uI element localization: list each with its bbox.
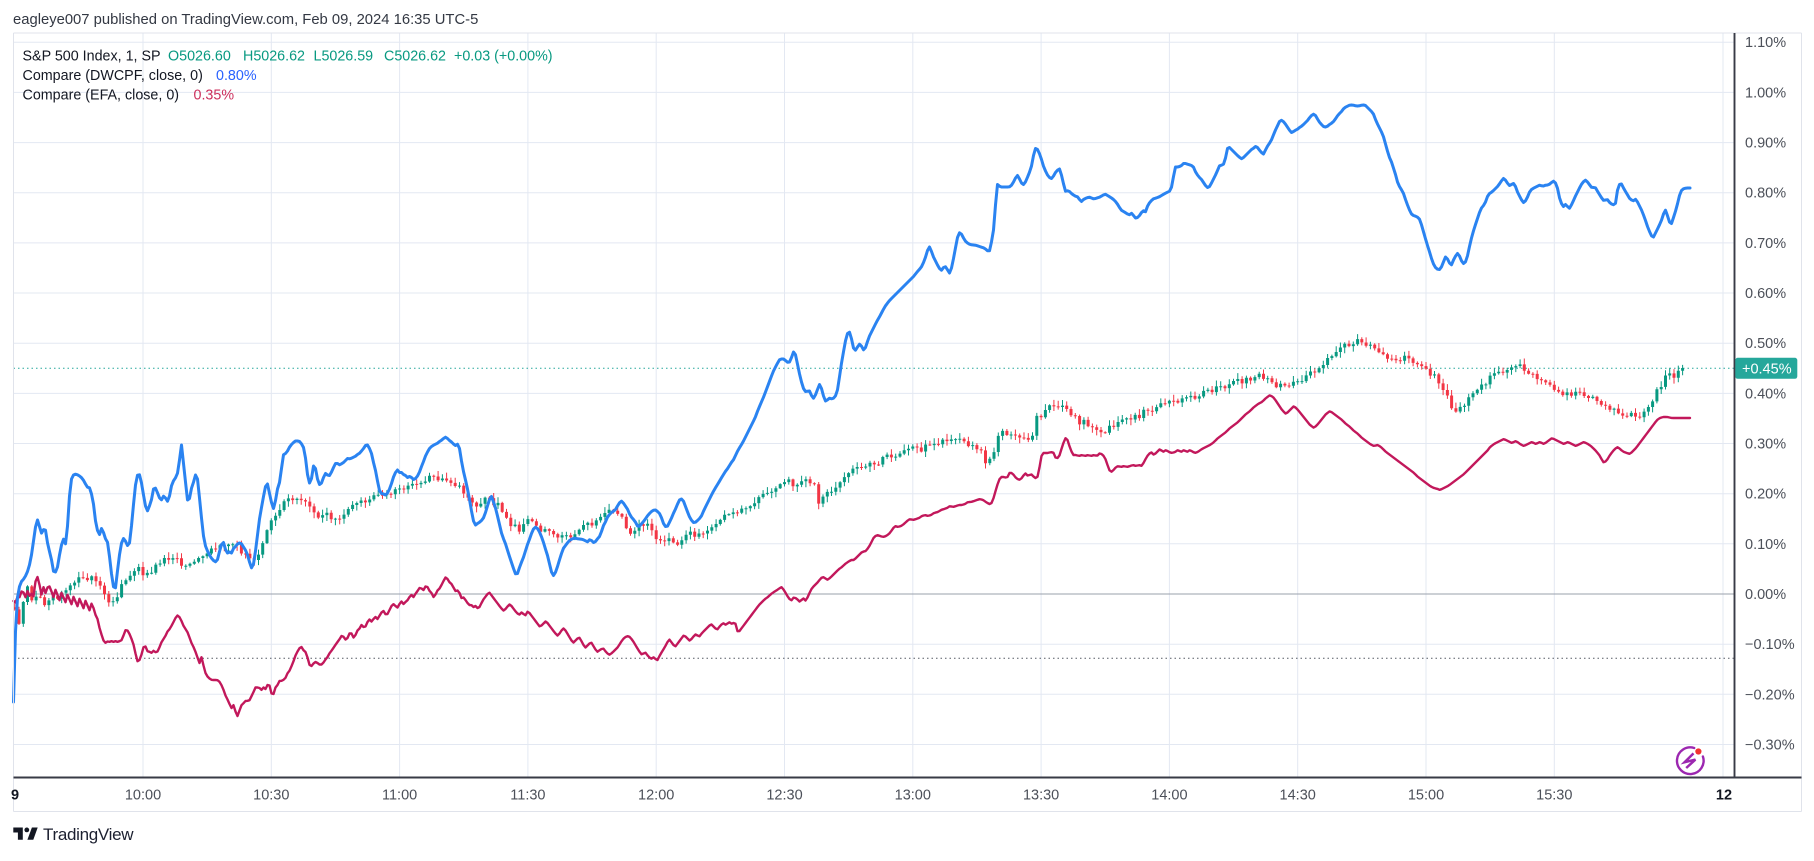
svg-text:0.50%: 0.50% [1745, 336, 1786, 352]
svg-text:1.00%: 1.00% [1745, 85, 1786, 101]
svg-text:0.20%: 0.20% [1745, 487, 1786, 503]
svg-text:0.00%: 0.00% [1745, 587, 1786, 603]
svg-text:0.60%: 0.60% [1745, 286, 1786, 302]
svg-text:L5026.59: L5026.59 [314, 49, 374, 65]
svg-text:C5026.62: C5026.62 [384, 49, 446, 65]
svg-text:13:30: 13:30 [1023, 788, 1059, 804]
svg-text:−0.20%: −0.20% [1745, 687, 1795, 703]
svg-text:O5026.60: O5026.60 [168, 49, 231, 65]
svg-text:Compare (EFA, close, 0): Compare (EFA, close, 0) [23, 88, 180, 104]
svg-text:H5026.62: H5026.62 [243, 49, 305, 65]
svg-text:11:30: 11:30 [510, 788, 545, 804]
svg-text:0.80%: 0.80% [1745, 186, 1786, 202]
svg-text:+0.03 (+0.00%): +0.03 (+0.00%) [454, 49, 553, 65]
svg-text:12:30: 12:30 [766, 788, 802, 804]
svg-text:−0.30%: −0.30% [1745, 738, 1795, 754]
svg-text:0.90%: 0.90% [1745, 136, 1786, 152]
svg-text:13:00: 13:00 [895, 788, 931, 804]
svg-text:0.35%: 0.35% [194, 88, 235, 104]
svg-text:11:00: 11:00 [382, 788, 417, 804]
svg-text:12:00: 12:00 [638, 788, 674, 804]
svg-text:+0.45%: +0.45% [1742, 361, 1792, 377]
svg-text:0.70%: 0.70% [1745, 236, 1786, 252]
svg-text:0.30%: 0.30% [1745, 437, 1786, 453]
svg-text:12: 12 [1716, 788, 1732, 804]
svg-text:0.10%: 0.10% [1745, 537, 1786, 553]
svg-text:eagleye007 published on Tradin: eagleye007 published on TradingView.com,… [13, 12, 478, 28]
svg-text:S&P 500 Index, 1, SP: S&P 500 Index, 1, SP [23, 49, 161, 65]
svg-text:10:00: 10:00 [125, 788, 161, 804]
svg-text:0.40%: 0.40% [1745, 386, 1786, 402]
svg-text:9: 9 [11, 788, 19, 804]
svg-text:14:30: 14:30 [1280, 788, 1316, 804]
svg-text:0.80%: 0.80% [216, 68, 257, 84]
svg-text:15:00: 15:00 [1408, 788, 1444, 804]
svg-text:14:00: 14:00 [1151, 788, 1187, 804]
svg-text:−0.10%: −0.10% [1745, 637, 1795, 653]
svg-text:TradingView: TradingView [43, 825, 134, 844]
svg-text:Compare (DWCPF, close, 0): Compare (DWCPF, close, 0) [23, 68, 203, 84]
svg-text:10:30: 10:30 [253, 788, 289, 804]
svg-text:15:30: 15:30 [1536, 788, 1572, 804]
svg-text:1.10%: 1.10% [1745, 35, 1786, 51]
